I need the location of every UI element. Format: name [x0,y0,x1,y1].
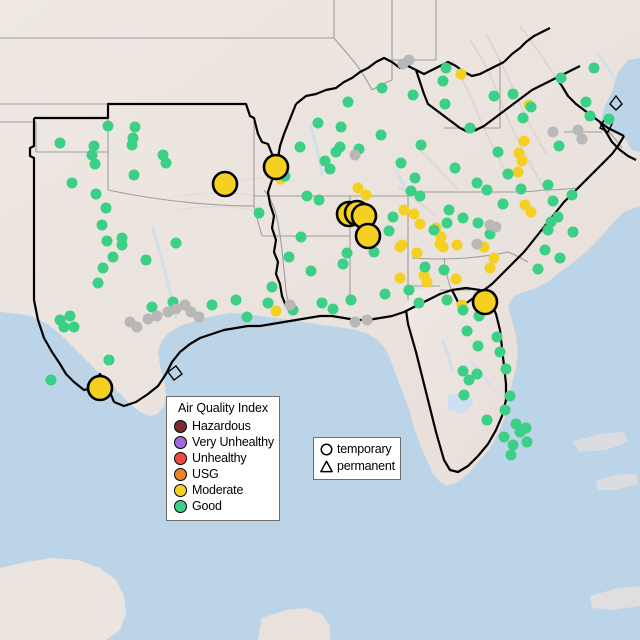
legend-item-very-unhealthy[interactable]: Very Unhealthy [174,434,274,450]
usg-swatch-icon [174,467,187,481]
legend-item-good[interactable]: Good [174,498,272,514]
legend-label-hazardous: Hazardous [192,419,251,433]
legend-label-unhealthy: Unhealthy [192,451,247,465]
land-mass-bahamas-2 [596,474,638,490]
very-unhealthy-swatch-icon [174,435,187,449]
legend-item-hazardous[interactable]: Hazardous [174,418,272,434]
legend-label-moderate: Moderate [192,483,244,497]
legend-item-permanent[interactable]: permanent [319,458,395,475]
state-borders-thin [0,0,623,315]
station-type-legend[interactable]: temporary permanent [313,437,401,480]
land-mass-florida [404,284,508,476]
legend-label-very-unhealthy: Very Unhealthy [192,435,274,449]
legend-item-unhealthy[interactable]: Unhealthy [174,450,272,466]
legend-label-usg: USG [192,467,219,481]
legend-item-temporary[interactable]: temporary [319,441,395,458]
aqi-legend-title: Air Quality Index [177,401,268,415]
good-swatch-icon [174,499,187,513]
legend-item-usg[interactable]: USG [174,466,272,482]
legend-item-moderate[interactable]: Moderate [174,482,272,498]
legend-label-permanent: permanent [337,459,395,473]
circle-outline-icon [320,443,333,456]
unhealthy-swatch-icon [174,451,187,465]
land-mass-mexico [0,558,126,640]
land-mass-cuba-sliver [590,586,640,610]
triangle-outline-icon [320,460,333,473]
land-mass-yucatan [258,608,330,640]
legend-label-temporary: temporary [337,442,392,456]
legend-label-good: Good [192,499,222,513]
hazardous-swatch-icon [174,419,187,433]
land-mass-bahamas [572,432,628,452]
aqi-legend[interactable]: Air Quality Index Hazardous Very Unhealt… [166,396,280,521]
moderate-swatch-icon [174,483,187,497]
